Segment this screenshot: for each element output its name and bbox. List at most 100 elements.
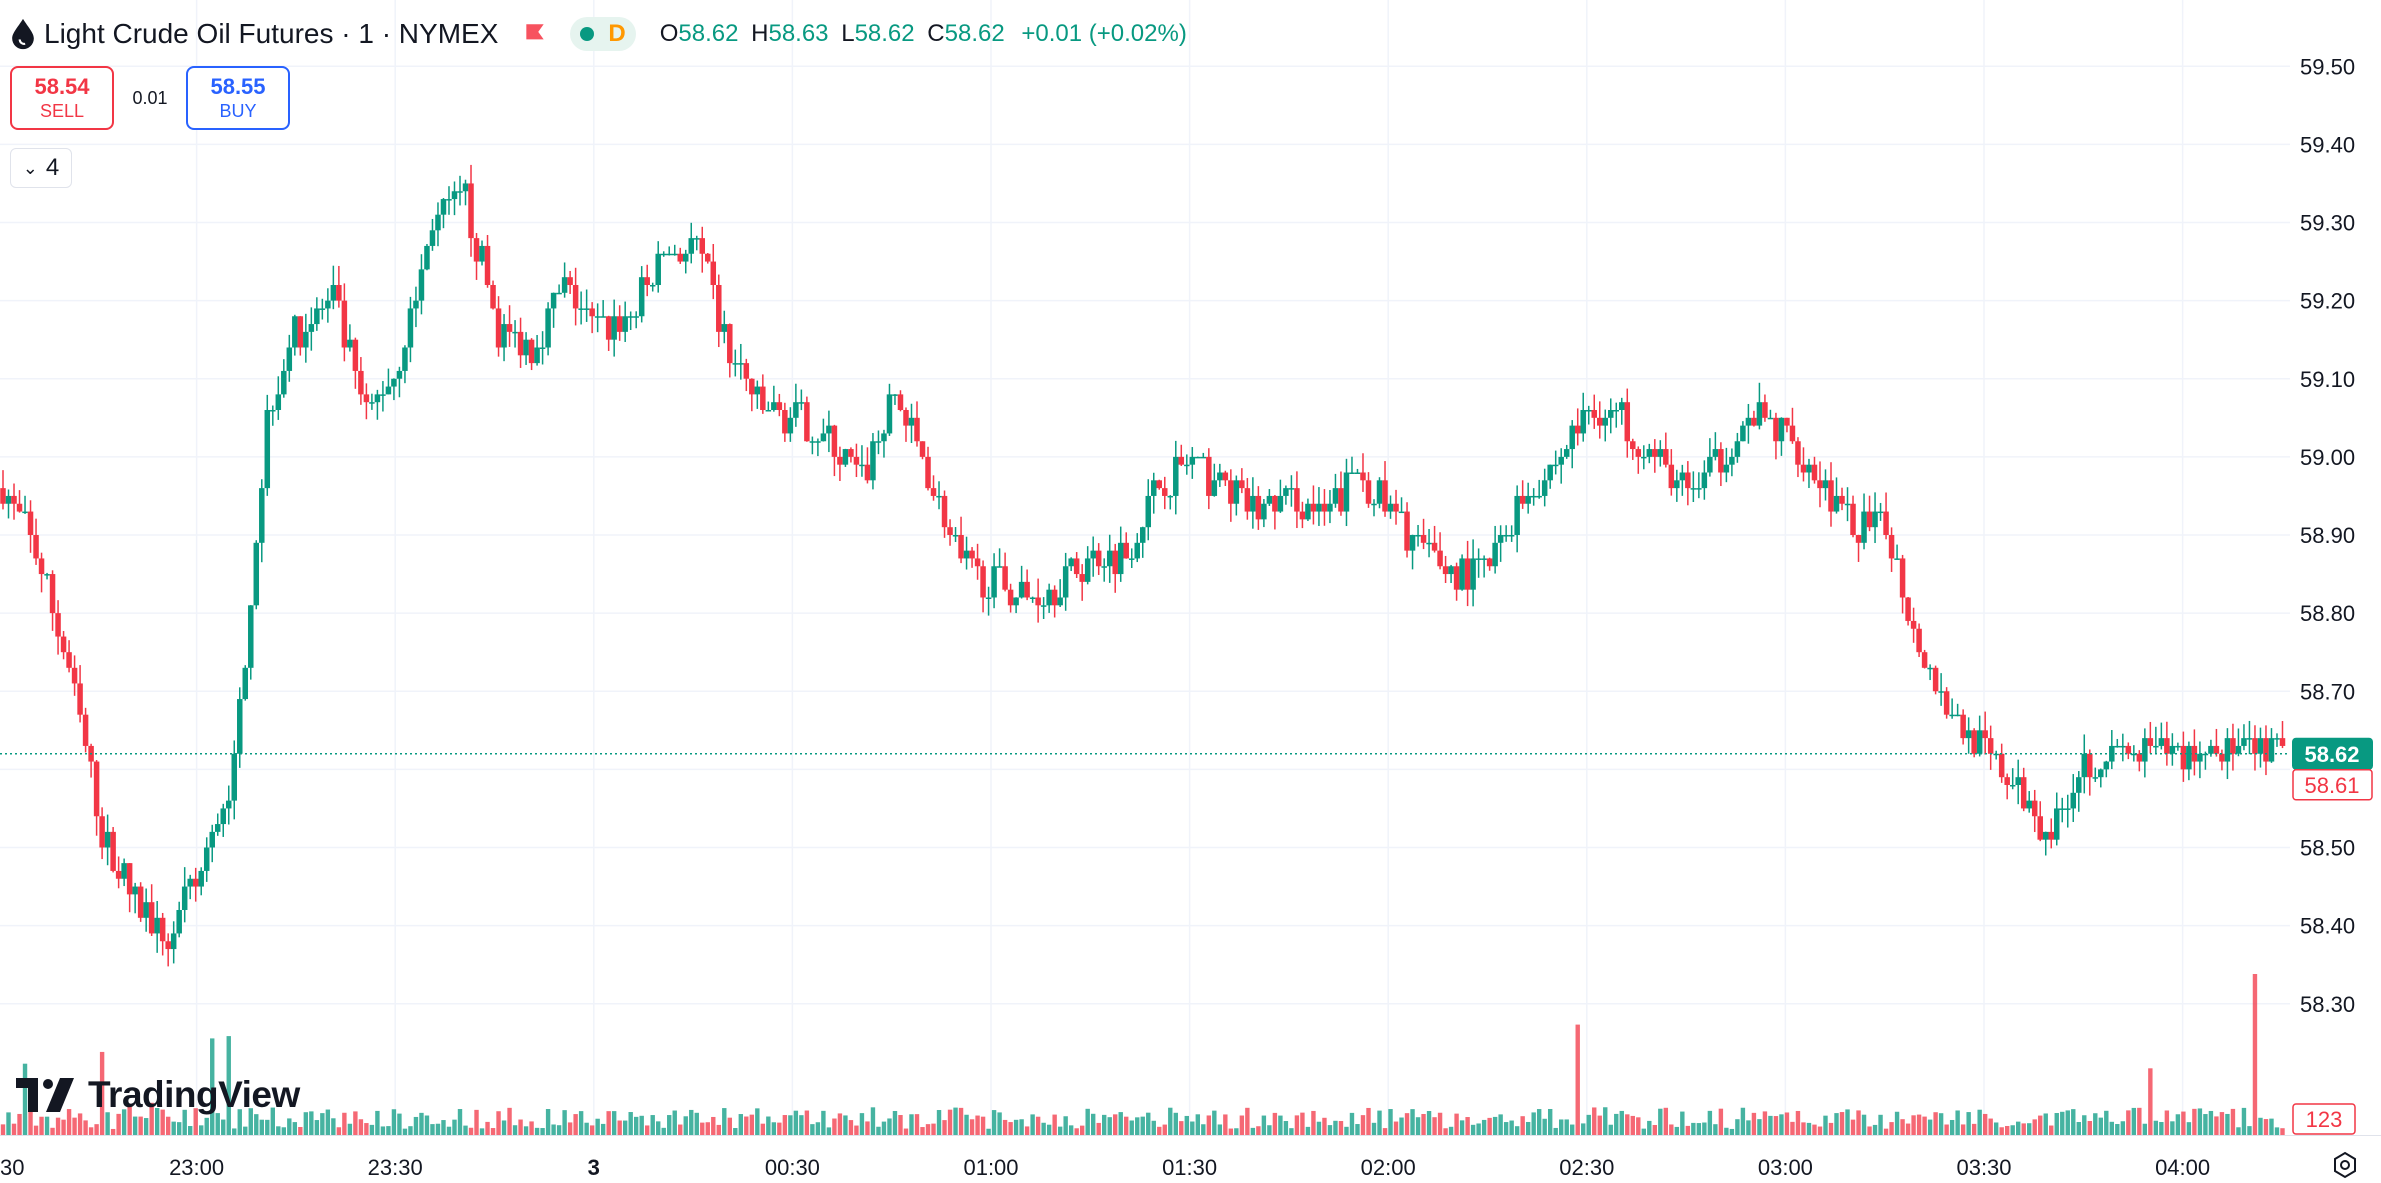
volume-bar [2208,1110,2214,1135]
time-tick-label: 02:00 [1361,1155,1416,1180]
volume-bar [127,1103,132,1135]
volume-bar [1850,1119,1856,1135]
volume-bar [2076,1122,2081,1135]
sell-price: 58.54 [34,74,90,99]
volume-bar [793,1110,799,1135]
candle-body [473,238,480,262]
candle-body [1283,488,1289,496]
volume-bar [309,1111,314,1135]
candle-body [1321,503,1328,512]
candle-body [589,308,595,317]
volume-bar [722,1108,727,1135]
candle-body [1916,628,1922,653]
candle-body [1514,495,1520,535]
volume-bar [799,1115,804,1135]
candle-body [2015,777,2021,785]
close-value: 58.62 [944,20,1005,47]
volume-bar [540,1128,545,1135]
market-status-pill[interactable]: D [570,17,636,51]
volume-bar [1922,1116,1927,1135]
volume-bar [848,1120,854,1135]
candle-body [1349,472,1355,474]
candle-body [1294,488,1300,512]
candle-body [859,464,865,467]
market-open-icon [580,27,595,41]
symbol-title[interactable]: Light Crude Oil Futures · 1 · NYMEX [44,18,499,49]
volume-bar [342,1112,347,1135]
volume-bar [1437,1112,1443,1135]
volume-bar [1718,1108,1724,1135]
time-tick-label: 30 [0,1155,24,1180]
candle-body [716,285,722,332]
time-axis[interactable]: 30 23:00 23:30 3 00:30 01:00 01:30 02:00 02:30 03… [0,1155,2210,1180]
candle-body [1707,456,1713,473]
volume-bar [435,1123,441,1135]
candle-body [110,831,116,871]
candle-body [1547,464,1553,481]
candle-body [1327,503,1333,512]
volume-bar [727,1117,732,1135]
buy-button[interactable]: 58.55 BUY [186,66,290,130]
volume-bar [1129,1120,1134,1135]
candle-body [517,331,524,356]
volume-bar [1008,1122,1013,1135]
candle-body [2059,808,2066,810]
candle-body [1508,535,1515,537]
candle-body [435,214,441,231]
indicators-toggle-button[interactable]: ⌄ 4 [10,148,72,188]
candle-body [1244,488,1251,512]
volume-bar [947,1109,953,1135]
volume-bar [804,1110,810,1135]
candle-body [776,402,783,410]
candle-body [2131,753,2137,756]
secondary-price-badge [2292,769,2373,801]
volume-bar [2230,1108,2236,1135]
tradingview-logo[interactable]: TradingView [16,1074,300,1116]
volume-bar [1492,1116,1498,1135]
volume-bar [419,1112,424,1135]
volume-bar [1663,1107,1669,1135]
candle-body [594,316,601,318]
candle-body [2279,738,2286,746]
volume-bar [496,1111,501,1135]
candle-body [385,386,392,395]
volume-bar [397,1113,402,1135]
candle-body [1877,511,1884,514]
candle-body [1013,597,1019,606]
candle-body [1756,402,1763,426]
volume-bar [2274,1127,2280,1135]
volume-bar [1927,1119,1933,1135]
sell-button[interactable]: 58.54 SELL [10,66,114,130]
candle-body [892,394,898,396]
price-tick-label: 58.90 [2300,523,2355,548]
flag-icon[interactable] [522,21,548,47]
price-axis[interactable]: 59.50 59.40 59.30 59.20 59.10 59.00 58.90 58.80… [2300,54,2355,1125]
volume-bar [2126,1110,2131,1135]
candle-body [1828,480,1834,512]
volume-bar [88,1127,94,1135]
candle-body [1657,449,1664,457]
volume-bar [1344,1126,1349,1135]
candle-body [727,324,733,364]
volume-bar [1603,1107,1608,1135]
volume-bar [1465,1117,1470,1135]
volume-bar [2071,1109,2076,1135]
time-tick-label: 01:30 [1162,1155,1217,1180]
candle-body [550,292,557,309]
volume-bar [2060,1111,2065,1135]
time-tick-label: 23:00 [169,1155,224,1180]
volume-bar [1135,1117,1140,1135]
candle-body [446,199,452,201]
candle-body [0,488,6,504]
volume-bar [1878,1114,1883,1135]
candle-body [1789,425,1796,442]
candle-body [765,410,772,412]
volume-bar [1955,1110,1960,1135]
volume-bar [2142,1123,2148,1135]
candle-body [1619,402,1625,410]
settings-icon[interactable] [2330,1150,2360,1180]
volume-bar [66,1109,72,1135]
volume-bar [2120,1121,2126,1135]
volume-bar [1861,1114,1867,1135]
